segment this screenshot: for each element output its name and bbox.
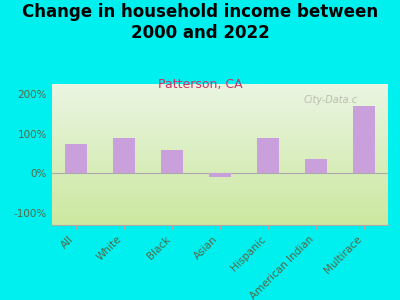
Bar (305, 160, 327, 173)
Text: Change in household income between
2000 and 2022: Change in household income between 2000 … (22, 3, 378, 42)
Bar (353, 106, 375, 173)
Text: City-Data.c: City-Data.c (304, 95, 358, 105)
Bar (209, 173, 231, 177)
Bar (65, 144, 87, 173)
Text: Patterson, CA: Patterson, CA (158, 78, 242, 91)
Bar (161, 149, 183, 173)
Bar (257, 138, 279, 173)
Bar (113, 138, 135, 173)
